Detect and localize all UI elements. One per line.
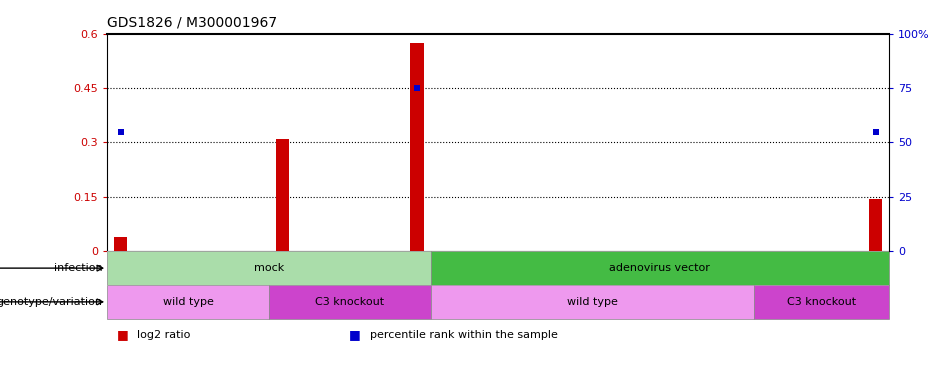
Text: percentile rank within the sample: percentile rank within the sample	[370, 330, 558, 339]
Bar	[431, 285, 754, 319]
Text: C3 knockout: C3 knockout	[316, 297, 385, 307]
Text: wild type: wild type	[567, 297, 618, 307]
Bar	[276, 139, 290, 251]
Bar	[107, 285, 269, 319]
Bar	[114, 237, 128, 251]
Text: adenovirus vector: adenovirus vector	[610, 263, 710, 273]
Bar	[754, 285, 889, 319]
Bar	[411, 43, 424, 251]
Bar	[107, 251, 431, 285]
Text: infection: infection	[54, 263, 102, 273]
Bar	[431, 251, 889, 285]
Bar	[269, 285, 431, 319]
Text: log2 ratio: log2 ratio	[137, 330, 190, 339]
Text: mock: mock	[254, 263, 284, 273]
Text: GDS1826 / M300001967: GDS1826 / M300001967	[107, 16, 277, 30]
Text: ■: ■	[116, 328, 128, 341]
Text: C3 knockout: C3 knockout	[787, 297, 857, 307]
Text: ■: ■	[349, 328, 361, 341]
Text: wild type: wild type	[163, 297, 213, 307]
Text: genotype/variation: genotype/variation	[0, 297, 102, 307]
Bar	[869, 199, 883, 251]
